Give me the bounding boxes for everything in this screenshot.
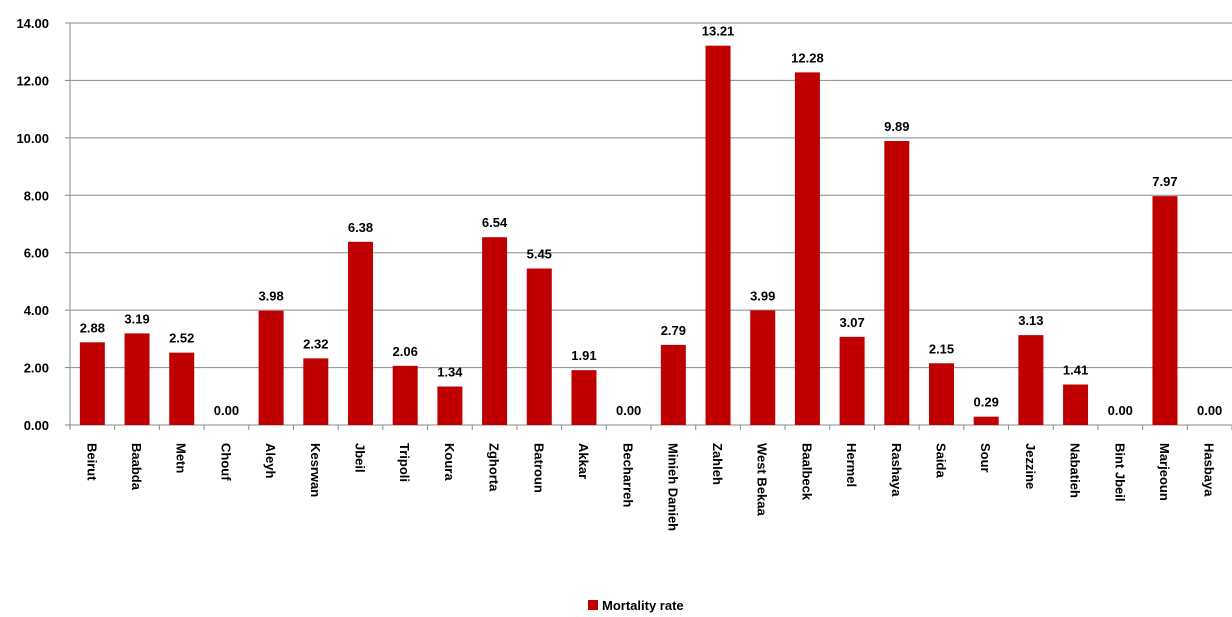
x-tick-label: Baalbeck (799, 443, 814, 501)
data-label: 3.99 (750, 288, 775, 303)
data-label: 2.79 (661, 323, 686, 338)
x-tick-label: Hermel (844, 443, 859, 487)
x-tick-label: Aleyh (263, 443, 278, 478)
bar (660, 344, 686, 425)
y-tick-label: 12.00 (16, 73, 49, 88)
x-tick-label: West Bekaa (755, 443, 770, 517)
tick-labels: 0.00 2.00 4.00 6.00 8.00 10.00 12.00 14.00 Beiru… (16, 16, 1216, 531)
legend-label: Mortality rate (602, 598, 684, 613)
data-label: 3.98 (258, 289, 283, 304)
data-label: 1.34 (437, 365, 463, 380)
bar (526, 268, 552, 425)
data-label: 0.00 (1108, 403, 1133, 418)
data-label: 3.13 (1018, 313, 1043, 328)
y-tick-label: 2.00 (24, 361, 49, 376)
legend: Mortality rate (588, 598, 684, 613)
bar (705, 45, 731, 425)
x-tick-label: Saida (934, 443, 949, 478)
x-tick-label: Batroun (531, 443, 546, 493)
bar (348, 241, 373, 425)
legend-swatch (588, 600, 598, 610)
data-label: 6.54 (482, 215, 508, 230)
data-label: 2.32 (303, 336, 328, 351)
bar (1018, 335, 1044, 425)
x-tick-label: Zghorta (487, 443, 502, 492)
data-labels: 2.88 3.19 2.52 0.00 3.98 2.32 6.38 2.06 1.34 6.54… (80, 24, 1223, 418)
x-tick-label: Baabda (129, 443, 144, 491)
bar (124, 333, 150, 425)
data-label: 6.38 (348, 220, 373, 235)
bar (884, 141, 910, 425)
bar (482, 237, 508, 425)
bar (169, 352, 195, 425)
bar (79, 342, 105, 425)
bar (392, 365, 418, 425)
x-tick-label: Koura (442, 443, 457, 481)
x-tick-label: Marjeoun (1157, 443, 1172, 501)
x-tick-label: Beirut (84, 443, 99, 481)
gridlines (70, 22, 1232, 369)
data-label: 12.28 (791, 50, 824, 65)
y-tick-label: 14.00 (16, 16, 49, 31)
data-label: 0.00 (214, 403, 239, 418)
bar (258, 310, 284, 425)
x-tick-label: Metn (174, 443, 189, 473)
x-tick-label: Hasbaya (1202, 443, 1217, 497)
bar (794, 72, 820, 425)
data-label: 2.15 (929, 341, 954, 356)
data-label: 1.91 (571, 348, 596, 363)
x-tick-label: Bint Jbeil (1112, 443, 1127, 502)
x-tick-label: Tripoli (397, 443, 412, 482)
bar (1063, 384, 1089, 425)
data-label: 0.00 (616, 403, 641, 418)
y-tick-label: 0.00 (24, 418, 49, 433)
data-label: 7.97 (1152, 174, 1177, 189)
data-label: 13.21 (702, 24, 735, 39)
y-tick-label: 6.00 (24, 246, 49, 261)
x-tick-label: Kesrwan (308, 443, 323, 497)
bar (929, 363, 954, 425)
data-label: 0.29 (974, 395, 999, 410)
x-tick-label: Rashaya (889, 443, 904, 497)
bars (79, 45, 1178, 425)
axes (69, 23, 1232, 430)
bar (303, 358, 329, 425)
data-label: 2.88 (80, 320, 105, 335)
bar (437, 386, 463, 425)
x-tick-label: Zahleh (710, 443, 725, 485)
data-label: 2.52 (169, 331, 194, 346)
bar (571, 370, 597, 425)
bar (1152, 196, 1178, 425)
data-label: 3.19 (124, 311, 149, 326)
x-tick-label: Sour (978, 443, 993, 473)
bar (839, 336, 865, 425)
x-tick-label: Becharreh (621, 443, 636, 507)
data-label: 3.07 (839, 315, 864, 330)
y-tick-label: 8.00 (24, 188, 49, 203)
x-tick-label: Nabatieh (1068, 443, 1083, 498)
x-tick-label: Akkar (576, 443, 591, 479)
x-tick-label: Chouf (218, 443, 233, 481)
x-tick-label: Jezzine (1023, 443, 1038, 489)
data-label: 2.06 (393, 344, 418, 359)
data-label: 5.45 (527, 247, 552, 262)
x-tick-label: Minieh Danieh (665, 443, 680, 531)
data-label: 9.89 (884, 119, 909, 134)
y-tick-label: 10.00 (16, 131, 49, 146)
bar (750, 310, 776, 425)
data-label: 0.00 (1197, 403, 1222, 418)
data-label: 1.41 (1063, 363, 1088, 378)
x-tick-label: Jbeil (353, 443, 368, 473)
bar (973, 416, 999, 425)
y-tick-label: 4.00 (24, 303, 49, 318)
